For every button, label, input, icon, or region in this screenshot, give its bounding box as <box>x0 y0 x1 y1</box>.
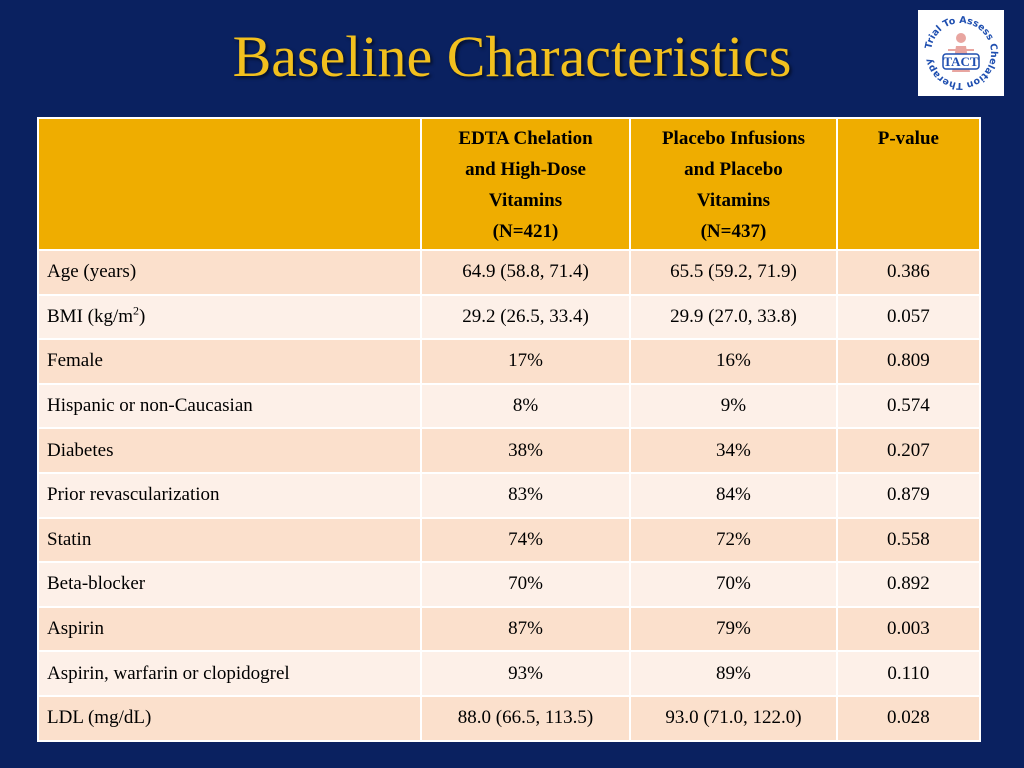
table-row: Aspirin, warfarin or clopidogrel 93% 89% 0.… <box>37 650 982 697</box>
cell-p-value: 0.207 <box>835 427 982 474</box>
cell-p-value: 0.892 <box>835 561 982 608</box>
row-label: BMI (kg/m2) <box>37 293 422 341</box>
header-cell-blank <box>37 117 422 251</box>
row-label-superscript: 2 <box>133 303 140 318</box>
header-edta-line: and High-Dose <box>465 159 586 180</box>
cell-edta: 64.9 (58.8, 71.4) <box>419 249 632 296</box>
cell-placebo: 89% <box>629 650 838 697</box>
cell-p-value: 0.879 <box>835 471 982 519</box>
cell-placebo: 16% <box>629 338 838 385</box>
row-label-text: Aspirin <box>47 618 104 640</box>
row-label: Age (years) <box>37 249 422 296</box>
cell-placebo: 9% <box>629 382 838 430</box>
cell-edta: 87% <box>419 605 632 653</box>
table-header-row: EDTA Chelation and High-Dose Vitamins (N… <box>37 117 982 251</box>
row-label-text: Statin <box>47 528 92 550</box>
table-row: Age (years) 64.9 (58.8, 71.4) 65.5 (59.2, … <box>37 249 982 296</box>
header-placebo: Placebo Infusions and Placebo Vitamins (… <box>629 117 838 251</box>
cell-p-value: 0.057 <box>835 293 982 341</box>
cell-edta: 38% <box>419 427 632 474</box>
cell-p-value: 0.809 <box>835 338 982 385</box>
cell-placebo: 70% <box>629 561 838 608</box>
header-p-value-label: P-value <box>877 128 939 149</box>
cell-placebo: 84% <box>629 471 838 519</box>
cell-edta: 83% <box>419 471 632 519</box>
row-label: Aspirin <box>37 605 422 653</box>
row-label: Diabetes <box>37 427 422 474</box>
row-label: Prior revascularization <box>37 471 422 519</box>
header-p-value: P-value <box>835 117 982 251</box>
table-body: Age (years) 64.9 (58.8, 71.4) 65.5 (59.2, … <box>37 249 982 742</box>
row-label-text: Aspirin, warfarin or clopidogrel <box>47 662 290 684</box>
row-label: LDL (mg/dL) <box>37 694 422 742</box>
row-label-text: Beta-blocker <box>47 573 146 595</box>
logo-acronym: TACT <box>943 54 978 69</box>
row-label-text: Prior revascularization <box>47 484 220 506</box>
header-placebo-line: Vitamins <box>696 190 771 211</box>
row-label-text: Female <box>47 350 103 372</box>
cell-placebo: 34% <box>629 427 838 474</box>
row-label: Statin <box>37 516 422 564</box>
header-placebo-line: and Placebo <box>684 159 783 180</box>
header-edta: EDTA Chelation and High-Dose Vitamins (N… <box>419 117 632 251</box>
table-row: LDL (mg/dL) 88.0 (66.5, 113.5) 93.0 (71.0,… <box>37 694 982 742</box>
table-row: Beta-blocker 70% 70% 0.892 <box>37 561 982 608</box>
cell-placebo: 79% <box>629 605 838 653</box>
header-edta-line: EDTA Chelation <box>458 128 593 149</box>
row-label-text: Diabetes <box>47 439 114 461</box>
row-label: Female <box>37 338 422 385</box>
cell-p-value: 0.110 <box>835 650 982 697</box>
cell-edta: 17% <box>419 338 632 385</box>
slide-title: Baseline Characteristics <box>232 24 792 89</box>
cell-placebo: 29.9 (27.0, 33.8) <box>629 293 838 341</box>
header-edta-line: Vitamins <box>488 190 563 211</box>
row-label-text: Hispanic or non-Caucasian <box>47 395 253 417</box>
cell-placebo: 72% <box>629 516 838 564</box>
cell-p-value: 0.574 <box>835 382 982 430</box>
row-label: Hispanic or non-Caucasian <box>37 382 422 430</box>
cell-edta: 88.0 (66.5, 113.5) <box>419 694 632 742</box>
cell-edta: 70% <box>419 561 632 608</box>
row-label-text: LDL (mg/dL) <box>47 707 152 729</box>
cell-placebo: 65.5 (59.2, 71.9) <box>629 249 838 296</box>
tact-logo-icon: Trial To Assess Chelation Therapy TACT <box>918 10 1004 96</box>
header-edta-n: (N=421) <box>492 221 559 242</box>
cell-placebo: 93.0 (71.0, 122.0) <box>629 694 838 742</box>
row-label-suffix: ) <box>139 305 146 327</box>
row-label-text: BMI (kg/m <box>47 305 134 327</box>
row-label: Aspirin, warfarin or clopidogrel <box>37 650 422 697</box>
cell-p-value: 0.028 <box>835 694 982 742</box>
table-row: Female 17% 16% 0.809 <box>37 338 982 385</box>
baseline-characteristics-table: EDTA Chelation and High-Dose Vitamins (N… <box>37 117 982 742</box>
table-row: Statin 74% 72% 0.558 <box>37 516 982 564</box>
row-label-text: Age (years) <box>47 261 137 283</box>
cell-edta: 74% <box>419 516 632 564</box>
cell-p-value: 0.003 <box>835 605 982 653</box>
table-row: Diabetes 38% 34% 0.207 <box>37 427 982 474</box>
header-placebo-line: Placebo Infusions <box>661 128 805 149</box>
table-row: Prior revascularization 83% 84% 0.879 <box>37 471 982 519</box>
cell-edta: 29.2 (26.5, 33.4) <box>419 293 632 341</box>
cell-edta: 8% <box>419 382 632 430</box>
cell-p-value: 0.558 <box>835 516 982 564</box>
row-label: Beta-blocker <box>37 561 422 608</box>
cell-p-value: 0.386 <box>835 249 982 296</box>
table-row: BMI (kg/m2) 29.2 (26.5, 33.4) 29.9 (27.0, … <box>37 293 982 341</box>
header-placebo-n: (N=437) <box>700 221 767 242</box>
cell-edta: 93% <box>419 650 632 697</box>
table-row: Aspirin 87% 79% 0.003 <box>37 605 982 653</box>
table-row: Hispanic or non-Caucasian 8% 9% 0.574 <box>37 382 982 430</box>
